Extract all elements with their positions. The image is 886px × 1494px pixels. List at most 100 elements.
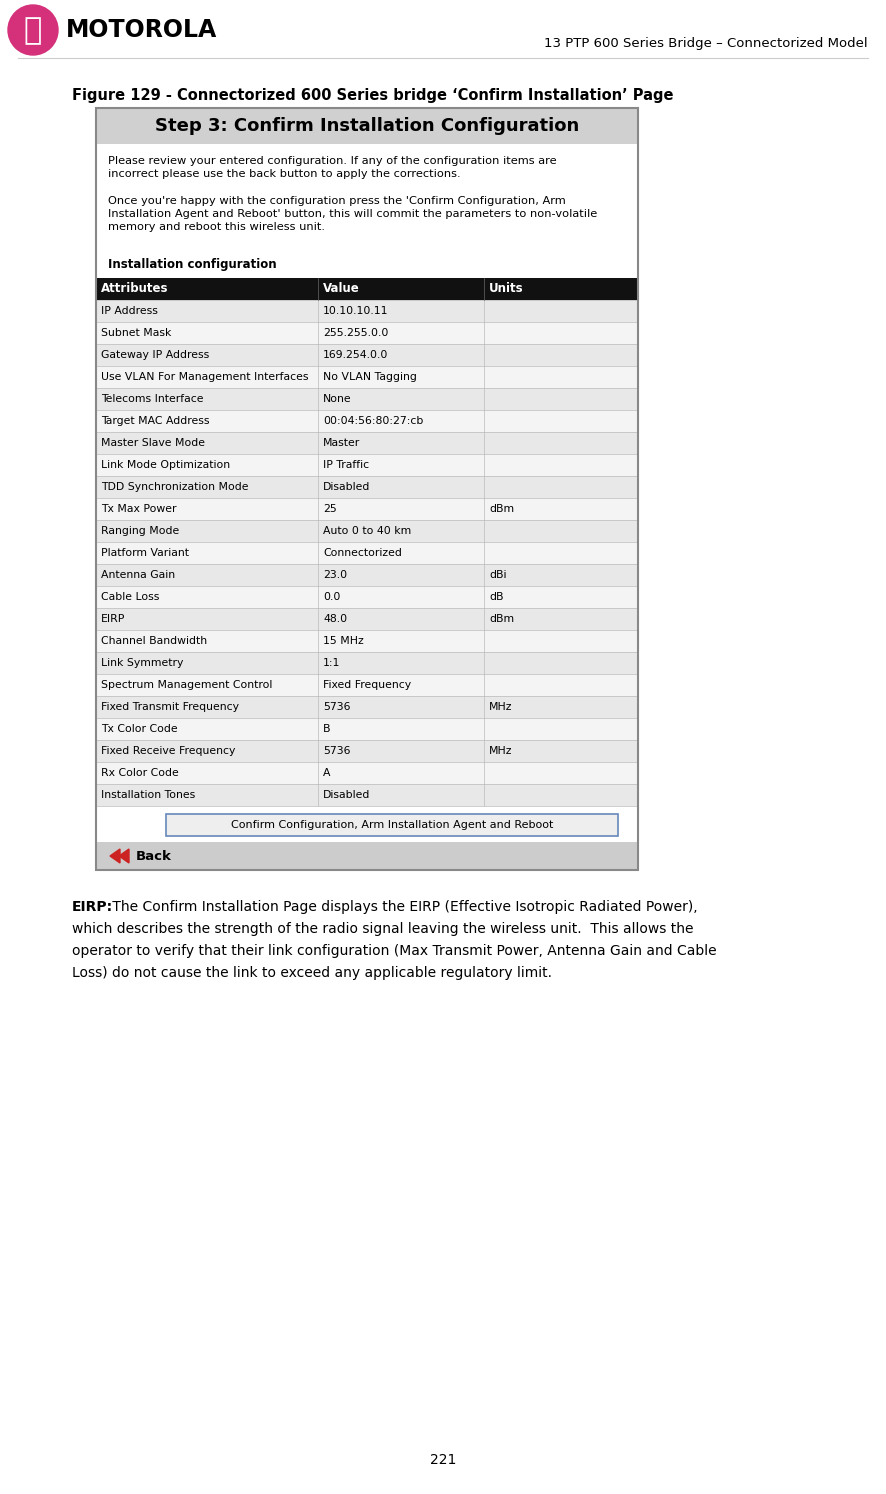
Text: Step 3: Confirm Installation Configuration: Step 3: Confirm Installation Configurati… [155, 117, 579, 134]
Text: Spectrum Management Control: Spectrum Management Control [101, 680, 272, 690]
FancyBboxPatch shape [96, 674, 638, 696]
Text: IP Traffic: IP Traffic [323, 460, 369, 471]
Text: Ranging Mode: Ranging Mode [101, 526, 179, 536]
Text: TDD Synchronization Mode: TDD Synchronization Mode [101, 483, 248, 492]
Text: Target MAC Address: Target MAC Address [101, 415, 209, 426]
Text: Disabled: Disabled [323, 790, 370, 799]
Polygon shape [110, 849, 120, 864]
Circle shape [8, 4, 58, 55]
Text: Installation configuration: Installation configuration [108, 258, 276, 270]
FancyBboxPatch shape [96, 651, 638, 674]
Text: dBm: dBm [489, 503, 514, 514]
Text: EIRP:: EIRP: [72, 899, 113, 914]
Text: Cable Loss: Cable Loss [101, 592, 159, 602]
Text: Fixed Frequency: Fixed Frequency [323, 680, 411, 690]
Text: Platform Variant: Platform Variant [101, 548, 189, 557]
Text: Loss) do not cause the link to exceed any applicable regulatory limit.: Loss) do not cause the link to exceed an… [72, 967, 552, 980]
Text: Units: Units [489, 282, 524, 296]
Text: Channel Bandwidth: Channel Bandwidth [101, 636, 207, 645]
Text: Connectorized: Connectorized [323, 548, 402, 557]
Text: Figure 129 - Connectorized 600 Series bridge ‘Confirm Installation’ Page: Figure 129 - Connectorized 600 Series br… [72, 88, 673, 103]
Text: 10.10.10.11: 10.10.10.11 [323, 306, 388, 317]
FancyBboxPatch shape [96, 586, 638, 608]
Text: MHz: MHz [489, 702, 512, 713]
FancyBboxPatch shape [96, 565, 638, 586]
Text: Master Slave Mode: Master Slave Mode [101, 438, 205, 448]
Text: Auto 0 to 40 km: Auto 0 to 40 km [323, 526, 411, 536]
Text: 5736: 5736 [323, 702, 351, 713]
Text: Master: Master [323, 438, 361, 448]
Text: Attributes: Attributes [101, 282, 168, 296]
FancyBboxPatch shape [96, 432, 638, 454]
Text: The Confirm Installation Page displays the EIRP (Effective Isotropic Radiated Po: The Confirm Installation Page displays t… [108, 899, 697, 914]
Text: 255.255.0.0: 255.255.0.0 [323, 329, 388, 338]
Text: Ⓜ: Ⓜ [24, 16, 43, 45]
Text: Tx Max Power: Tx Max Power [101, 503, 176, 514]
Text: dBm: dBm [489, 614, 514, 624]
Text: operator to verify that their link configuration (Max Transmit Power, Antenna Ga: operator to verify that their link confi… [72, 944, 717, 958]
FancyBboxPatch shape [96, 843, 638, 870]
FancyBboxPatch shape [96, 409, 638, 432]
FancyBboxPatch shape [96, 278, 638, 300]
Text: which describes the strength of the radio signal leaving the wireless unit.  Thi: which describes the strength of the radi… [72, 922, 694, 937]
Text: Gateway IP Address: Gateway IP Address [101, 350, 209, 360]
Text: MHz: MHz [489, 746, 512, 756]
Text: 25: 25 [323, 503, 337, 514]
FancyBboxPatch shape [96, 696, 638, 719]
Text: 169.254.0.0: 169.254.0.0 [323, 350, 388, 360]
Text: 13 PTP 600 Series Bridge – Connectorized Model: 13 PTP 600 Series Bridge – Connectorized… [544, 37, 868, 51]
Text: A: A [323, 768, 330, 778]
Text: Back: Back [136, 850, 172, 862]
FancyBboxPatch shape [96, 719, 638, 740]
FancyBboxPatch shape [96, 366, 638, 388]
Text: Value: Value [323, 282, 360, 296]
Text: Confirm Configuration, Arm Installation Agent and Reboot: Confirm Configuration, Arm Installation … [231, 820, 553, 831]
Text: 00:04:56:80:27:cb: 00:04:56:80:27:cb [323, 415, 424, 426]
Text: Telecoms Interface: Telecoms Interface [101, 394, 204, 403]
FancyBboxPatch shape [96, 520, 638, 542]
FancyBboxPatch shape [96, 630, 638, 651]
Text: Rx Color Code: Rx Color Code [101, 768, 179, 778]
FancyBboxPatch shape [96, 323, 638, 344]
Text: dB: dB [489, 592, 503, 602]
Text: B: B [323, 725, 330, 734]
FancyBboxPatch shape [96, 498, 638, 520]
Text: Fixed Receive Frequency: Fixed Receive Frequency [101, 746, 236, 756]
Text: EIRP: EIRP [101, 614, 126, 624]
Text: No VLAN Tagging: No VLAN Tagging [323, 372, 417, 382]
Text: Link Symmetry: Link Symmetry [101, 657, 183, 668]
Polygon shape [119, 849, 129, 864]
FancyBboxPatch shape [96, 477, 638, 498]
Text: dBi: dBi [489, 571, 507, 580]
Text: Use VLAN For Management Interfaces: Use VLAN For Management Interfaces [101, 372, 308, 382]
FancyBboxPatch shape [96, 108, 638, 143]
Text: 15 MHz: 15 MHz [323, 636, 364, 645]
Text: 5736: 5736 [323, 746, 351, 756]
Text: Tx Color Code: Tx Color Code [101, 725, 177, 734]
Text: 48.0: 48.0 [323, 614, 347, 624]
Text: 23.0: 23.0 [323, 571, 347, 580]
FancyBboxPatch shape [96, 784, 638, 805]
FancyBboxPatch shape [96, 454, 638, 477]
FancyBboxPatch shape [96, 388, 638, 409]
FancyBboxPatch shape [96, 300, 638, 323]
Text: Fixed Transmit Frequency: Fixed Transmit Frequency [101, 702, 239, 713]
Text: None: None [323, 394, 352, 403]
Text: Installation Tones: Installation Tones [101, 790, 195, 799]
FancyBboxPatch shape [96, 762, 638, 784]
Text: Antenna Gain: Antenna Gain [101, 571, 175, 580]
Text: 0.0: 0.0 [323, 592, 340, 602]
Text: IP Address: IP Address [101, 306, 158, 317]
Text: 221: 221 [430, 1454, 456, 1467]
FancyBboxPatch shape [96, 542, 638, 565]
FancyBboxPatch shape [166, 814, 618, 837]
Text: 1:1: 1:1 [323, 657, 340, 668]
FancyBboxPatch shape [96, 344, 638, 366]
Text: Link Mode Optimization: Link Mode Optimization [101, 460, 230, 471]
Text: Please review your entered configuration. If any of the configuration items are
: Please review your entered configuration… [108, 155, 556, 179]
Text: Subnet Mask: Subnet Mask [101, 329, 171, 338]
Text: Once you're happy with the configuration press the 'Confirm Configuration, Arm
I: Once you're happy with the configuration… [108, 196, 597, 233]
Text: Disabled: Disabled [323, 483, 370, 492]
Text: MOTOROLA: MOTOROLA [66, 18, 217, 42]
FancyBboxPatch shape [96, 740, 638, 762]
